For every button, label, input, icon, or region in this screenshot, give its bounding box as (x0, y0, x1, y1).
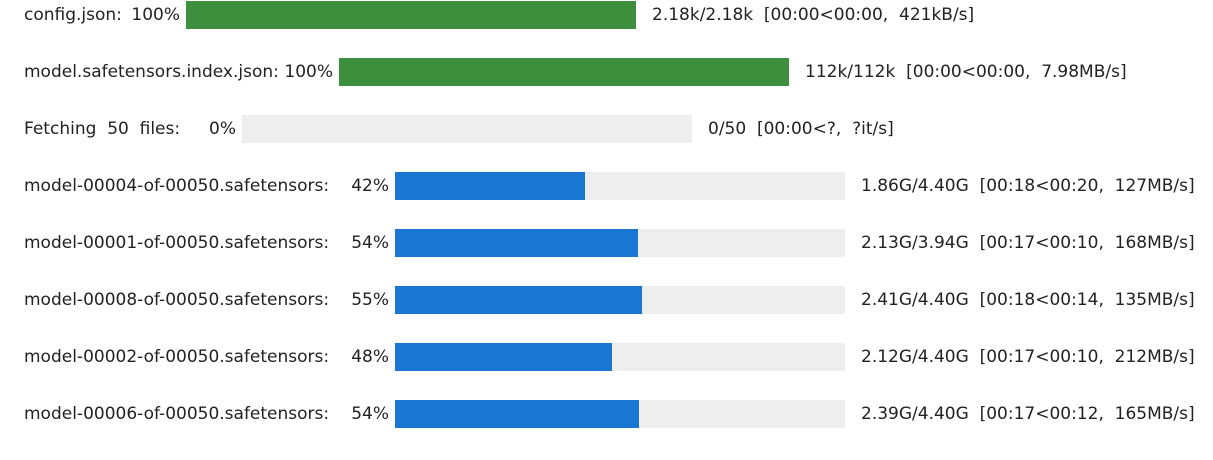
progress-bar-fill (395, 229, 638, 257)
progress-row-shard-00001: model-00001-of-00050.safetensors: 54% 2.… (0, 228, 1213, 258)
progress-stats: 2.13G/3.94G [00:17<00:10, 168MB/s] (861, 233, 1195, 253)
progress-stats: 2.41G/4.40G [00:18<00:14, 135MB/s] (861, 290, 1195, 310)
progress-description: model-00002-of-00050.safetensors: (24, 347, 330, 367)
progress-row-config-json: config.json: 100% 2.18k/2.18k [00:00<00:… (0, 0, 1213, 30)
progress-percent: 100% (284, 62, 333, 82)
progress-bar-track (395, 172, 845, 200)
progress-row-shard-00006: model-00006-of-00050.safetensors: 54% 2.… (0, 399, 1213, 429)
progress-percent: 42% (351, 176, 389, 196)
progress-row-shard-00002: model-00002-of-00050.safetensors: 48% 2.… (0, 342, 1213, 372)
progress-stats: 0/50 [00:00<?, ?it/s] (708, 119, 894, 139)
progress-percent: 55% (351, 290, 389, 310)
progress-bar-fill (395, 400, 639, 428)
progress-bar-fill (186, 1, 636, 29)
progress-bar-track (395, 229, 845, 257)
progress-row-fetching-files: Fetching 50 files: 0% 0/50 [00:00<?, ?it… (0, 114, 1213, 144)
progress-percent: 54% (351, 404, 389, 424)
progress-description: model-00004-of-00050.safetensors: (24, 176, 330, 196)
progress-bar-track (395, 400, 845, 428)
progress-stats: 2.18k/2.18k [00:00<00:00, 421kB/s] (652, 5, 975, 25)
progress-stats: 1.86G/4.40G [00:18<00:20, 127MB/s] (861, 176, 1195, 196)
progress-description: model-00006-of-00050.safetensors: (24, 404, 330, 424)
progress-bar-track (395, 286, 845, 314)
progress-stats: 2.39G/4.40G [00:17<00:12, 165MB/s] (861, 404, 1195, 424)
progress-percent: 0% (209, 119, 236, 139)
progress-description: config.json: (24, 5, 122, 25)
progress-row-shard-00008: model-00008-of-00050.safetensors: 55% 2.… (0, 285, 1213, 315)
progress-stats: 112k/112k [00:00<00:00, 7.98MB/s] (805, 62, 1127, 82)
progress-bar-track (339, 58, 789, 86)
progress-bar-list: config.json: 100% 2.18k/2.18k [00:00<00:… (0, 0, 1213, 429)
progress-stats: 2.12G/4.40G [00:17<00:10, 212MB/s] (861, 347, 1195, 367)
progress-bar-fill (339, 58, 789, 86)
progress-percent: 54% (351, 233, 389, 253)
progress-percent: 48% (351, 347, 389, 367)
progress-row-model-index-json: model.safetensors.index.json: 100% 112k/… (0, 57, 1213, 87)
progress-bar-track (395, 343, 845, 371)
progress-percent: 100% (131, 5, 180, 25)
progress-description: model-00001-of-00050.safetensors: (24, 233, 330, 253)
progress-bar-fill (395, 343, 612, 371)
progress-bar-fill (395, 286, 642, 314)
progress-description: model-00008-of-00050.safetensors: (24, 290, 330, 310)
progress-description: Fetching 50 files: (24, 119, 181, 139)
progress-description: model.safetensors.index.json: (24, 62, 279, 82)
progress-bar-track (242, 115, 692, 143)
progress-row-shard-00004: model-00004-of-00050.safetensors: 42% 1.… (0, 171, 1213, 201)
progress-bar-fill (395, 172, 585, 200)
progress-bar-track (186, 1, 636, 29)
